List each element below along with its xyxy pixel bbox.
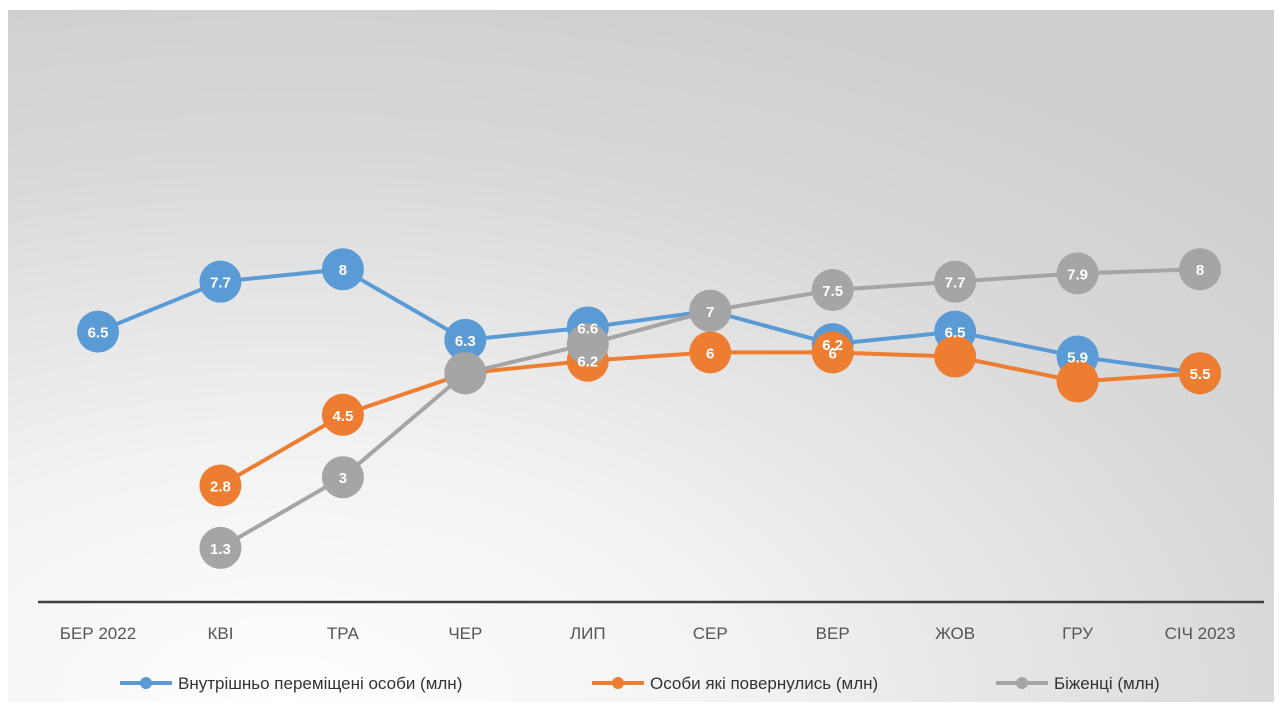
data-point	[321, 456, 364, 499]
data-label: 7.9	[1067, 266, 1088, 283]
x-tick-label: ЖОВ	[935, 624, 975, 643]
x-tick-label: ТРА	[327, 624, 360, 643]
data-point	[444, 352, 487, 395]
legend-label: Біженці (млн)	[1054, 674, 1160, 693]
data-point	[934, 260, 977, 303]
data-label: 2.8	[210, 479, 231, 496]
data-label: 5.9	[1067, 350, 1088, 367]
data-label: 6.2	[577, 354, 598, 371]
legend-label: Внутрішньо переміщені особи (млн)	[178, 674, 462, 693]
x-tick-label: ЛИП	[570, 624, 606, 643]
data-label: 1.3	[210, 541, 231, 558]
data-point	[199, 260, 242, 303]
data-point	[321, 248, 364, 291]
data-label: 8	[339, 262, 347, 279]
x-tick-label: СІЧ 2023	[1165, 624, 1236, 643]
legend-swatch-marker	[140, 677, 152, 689]
data-label: 6	[706, 345, 714, 362]
data-point	[689, 331, 732, 374]
data-point	[1056, 252, 1099, 295]
data-point	[321, 393, 364, 436]
data-label: 7.5	[822, 283, 843, 300]
data-point	[77, 310, 119, 353]
data-point	[811, 269, 854, 311]
data-point	[934, 335, 977, 378]
series-line-0	[96, 267, 1202, 376]
data-label: 6.5	[88, 325, 109, 342]
data-label: 7.7	[945, 275, 966, 292]
data-point	[199, 464, 242, 507]
x-tick-label: ГРУ	[1062, 624, 1093, 643]
data-label: 7.7	[210, 275, 231, 292]
series-markers	[77, 248, 1221, 569]
x-tick-label: КВІ	[207, 624, 233, 643]
x-tick-label: БЕР 2022	[60, 624, 136, 643]
data-label: 8	[1196, 262, 1204, 279]
data-point	[811, 331, 854, 374]
legend-swatch-marker	[1016, 677, 1028, 689]
data-label: 6.6	[577, 320, 598, 337]
x-tick-label: СЕР	[693, 624, 728, 643]
data-labels: 6.57.786.36.66.26.55.92.84.56.2 6 65.51.33…	[88, 262, 1211, 558]
data-point	[1179, 248, 1221, 291]
data-label: 4.5	[332, 408, 353, 425]
data-point	[1056, 360, 1099, 403]
x-tick-label: ВЕР	[816, 624, 850, 643]
data-point	[566, 323, 609, 366]
data-label: 3	[339, 470, 347, 487]
legend: Внутрішньо переміщені особи (млн) Особи я…	[120, 674, 1160, 693]
legend-swatch-marker	[612, 677, 624, 689]
data-point	[444, 318, 487, 361]
x-axis-tick-labels: БЕР 2022 КВІ ТРА ЧЕР ЛИП СЕР ВЕР ЖОВ ГРУ СІЧ 2023	[60, 624, 1236, 643]
data-label: 6.2	[822, 337, 843, 354]
data-label: 6	[828, 345, 836, 362]
data-point	[199, 526, 242, 569]
legend-label: Особи які повернулись (млн)	[650, 674, 878, 693]
data-label: 6.3	[455, 333, 476, 350]
data-label: 5.5	[1190, 366, 1211, 383]
data-label: 6.5	[945, 325, 966, 342]
x-tick-label: ЧЕР	[448, 624, 482, 643]
data-point	[1179, 352, 1221, 395]
data-label: 7	[706, 304, 714, 321]
data-point	[689, 289, 732, 332]
